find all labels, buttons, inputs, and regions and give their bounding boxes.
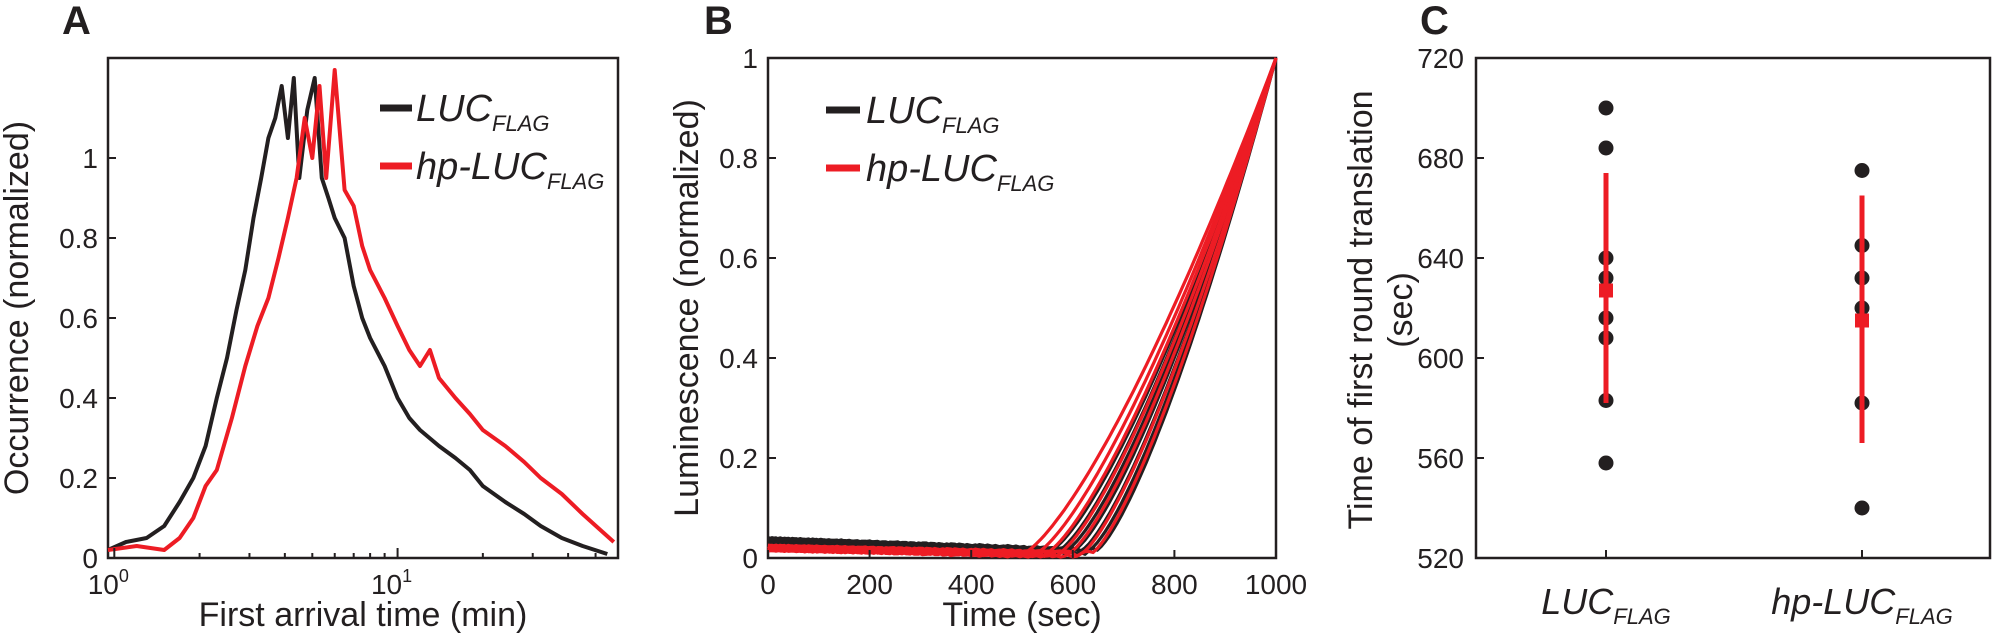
y-axis-label-b: Luminescence (normalized)	[668, 99, 706, 517]
y-tick-label-b: 1	[742, 43, 758, 74]
y-axis-label-c-line1: Time of first round translation	[1342, 90, 1380, 529]
x-tick-label-b: 800	[1151, 569, 1198, 600]
y-tick-label-a: 0.6	[59, 303, 98, 334]
y-tick-label-a: 0.8	[59, 223, 98, 254]
legend-entry-luc-a: LUCFLAG	[416, 88, 550, 136]
series-group-b	[767, 57, 1278, 559]
y-tick-label-c: 640	[1417, 243, 1464, 274]
chart-panel-c: 520 560 600 640 680 720 LUCFLAG hp-LUCFLAG Ti…	[1342, 43, 1992, 629]
plot-frame-c	[1474, 56, 1992, 560]
plot-frame-a	[106, 56, 620, 560]
y-tick-label-b: 0.8	[719, 143, 758, 174]
x-axis-label-b: Time (sec)	[942, 596, 1101, 634]
data-point-hp	[1854, 163, 1870, 178]
legend-b: LUCFLAG hp-LUCFLAG	[826, 90, 1054, 196]
data-point-luc	[1598, 140, 1614, 156]
legend-entry-hp-b: hp-LUCFLAG	[866, 148, 1054, 196]
data-point-luc	[1598, 455, 1614, 471]
y-tick-label-c: 600	[1417, 343, 1464, 374]
x-tick-label-b: 200	[846, 569, 893, 600]
y-tick-label-a: 0.4	[59, 383, 98, 414]
y-tick-label-c: 560	[1417, 443, 1464, 474]
y-tick-label-b: 0.4	[719, 343, 758, 374]
x-ticks-a: 100 101	[88, 548, 619, 600]
y-tick-label-a: 0.2	[59, 463, 98, 494]
y-tick-label-a: 0	[82, 543, 98, 574]
y-axis-label-c-line2: (sec)	[1382, 272, 1420, 348]
y-tick-label-b: 0	[742, 543, 758, 574]
series-line-b-luc	[767, 57, 1278, 556]
series-group-a	[107, 68, 616, 556]
category-label-hp: hp-LUCFLAG	[1771, 581, 1953, 629]
data-point-luc	[1598, 100, 1614, 116]
y-ticks-c: 520 560 600 640 680 720	[1417, 43, 1484, 574]
scatter-group-c	[1598, 100, 1870, 558]
y-tick-label-b: 0.2	[719, 443, 758, 474]
mean-marker-hp	[1855, 313, 1869, 328]
y-tick-label-a: 1	[82, 143, 98, 174]
y-tick-label-c: 520	[1417, 543, 1464, 574]
legend-entry-hp-a: hp-LUCFLAG	[416, 146, 604, 194]
y-tick-label-b: 0.6	[719, 243, 758, 274]
x-ticks-b: 0 200 400 600 800 1000	[760, 550, 1307, 600]
panel-label-c: C	[1420, 0, 1449, 43]
legend-a: LUCFLAG hp-LUCFLAG	[380, 88, 604, 194]
category-label-luc: LUCFLAG	[1541, 581, 1671, 629]
y-tick-label-c: 720	[1417, 43, 1464, 74]
chart-panel-a: 0 0.2 0.4 0.6 0.8 1 100 101 First arrival time…	[0, 56, 620, 634]
panel-label-b: B	[704, 0, 733, 43]
legend-entry-luc-b: LUCFLAG	[866, 90, 1000, 138]
series-line-a-hp	[107, 68, 616, 552]
data-point-hp	[1854, 500, 1870, 516]
y-axis-label-c: Time of first round translation (sec)	[1342, 90, 1420, 529]
x-tick-label-b: 400	[948, 569, 995, 600]
y-ticks-b: 0 0.2 0.4 0.6 0.8 1	[719, 43, 776, 574]
x-tick-label-b: 1000	[1245, 569, 1307, 600]
series-line-a-luc	[107, 76, 608, 556]
x-axis-label-a: First arrival time (min)	[199, 596, 528, 634]
x-tick-label-b: 600	[1049, 569, 1096, 600]
panel-label-a: A	[62, 0, 91, 43]
series-line-b-hp	[767, 57, 1278, 559]
chart-panel-b: 0 0.2 0.4 0.6 0.8 1 0 200 400 600 800 1000 Time (s…	[668, 43, 1307, 634]
x-tick-label-a: 101	[371, 566, 412, 600]
x-tick-label-a: 100	[88, 566, 129, 600]
y-tick-label-c: 680	[1417, 143, 1464, 174]
y-axis-label-a: Occurrence (normalized)	[0, 121, 36, 495]
series-line-b-hp	[767, 57, 1278, 559]
plot-frame-b	[766, 56, 1278, 560]
x-tick-label-b: 0	[760, 569, 776, 600]
mean-marker-luc	[1599, 283, 1613, 298]
y-ticks-a: 0 0.2 0.4 0.6 0.8 1	[59, 143, 116, 574]
